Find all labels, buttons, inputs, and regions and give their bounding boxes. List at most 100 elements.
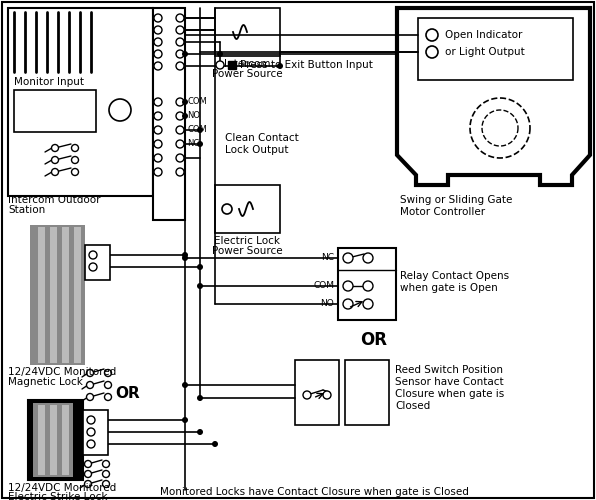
- Circle shape: [363, 299, 373, 309]
- Circle shape: [197, 264, 203, 270]
- Text: OR: OR: [115, 386, 139, 400]
- Circle shape: [72, 168, 79, 175]
- Text: Open Indicator: Open Indicator: [445, 30, 522, 40]
- Circle shape: [182, 99, 188, 105]
- Text: Electric Lock: Electric Lock: [214, 236, 280, 246]
- Circle shape: [154, 140, 162, 148]
- Text: Clean Contact: Clean Contact: [225, 133, 299, 143]
- Text: COM: COM: [187, 126, 207, 134]
- Circle shape: [363, 281, 373, 291]
- Text: 12/24VDC Monitored: 12/24VDC Monitored: [8, 367, 116, 377]
- Circle shape: [182, 382, 188, 388]
- Circle shape: [89, 251, 97, 259]
- Circle shape: [154, 14, 162, 22]
- Circle shape: [86, 394, 94, 400]
- Text: when gate is Open: when gate is Open: [400, 283, 498, 293]
- Circle shape: [154, 62, 162, 70]
- Circle shape: [51, 168, 58, 175]
- Circle shape: [85, 460, 92, 468]
- Text: OR: OR: [360, 331, 387, 349]
- Circle shape: [87, 428, 95, 436]
- Text: Press to Exit Button Input: Press to Exit Button Input: [240, 60, 373, 70]
- Bar: [228, 61, 236, 69]
- Text: 12/24VDC Monitored: 12/24VDC Monitored: [8, 483, 116, 493]
- Circle shape: [182, 417, 188, 423]
- Bar: [62, 227, 69, 363]
- Text: Closure when gate is: Closure when gate is: [395, 389, 504, 399]
- Circle shape: [154, 154, 162, 162]
- Circle shape: [197, 395, 203, 401]
- Bar: [338, 248, 396, 320]
- Circle shape: [217, 51, 223, 57]
- Text: Intercom Outdoor: Intercom Outdoor: [8, 195, 101, 205]
- Text: Lock Output: Lock Output: [225, 145, 288, 155]
- Circle shape: [176, 50, 184, 58]
- Circle shape: [154, 98, 162, 106]
- Circle shape: [182, 252, 188, 258]
- Bar: [295, 360, 339, 425]
- Bar: [30, 225, 85, 365]
- Bar: [14, 90, 96, 132]
- Text: Power Source: Power Source: [212, 69, 283, 79]
- Circle shape: [197, 141, 203, 147]
- Circle shape: [86, 370, 94, 376]
- Text: Power Source: Power Source: [212, 246, 283, 256]
- Text: Monitor Input: Monitor Input: [14, 77, 84, 87]
- Text: NO: NO: [187, 112, 200, 120]
- Text: Reed Switch Position: Reed Switch Position: [395, 365, 503, 375]
- Bar: [215, 185, 280, 233]
- Circle shape: [277, 63, 283, 69]
- Circle shape: [86, 382, 94, 388]
- Circle shape: [109, 99, 131, 121]
- Bar: [83, 410, 108, 455]
- Text: NC: NC: [187, 140, 199, 148]
- Text: NO: NO: [320, 300, 334, 308]
- Circle shape: [197, 283, 203, 289]
- Text: Sensor have Contact: Sensor have Contact: [395, 377, 504, 387]
- Circle shape: [182, 255, 188, 261]
- Circle shape: [87, 416, 95, 424]
- Circle shape: [85, 470, 92, 478]
- Circle shape: [176, 26, 184, 34]
- Circle shape: [363, 253, 373, 263]
- Circle shape: [176, 154, 184, 162]
- Circle shape: [154, 112, 162, 120]
- Circle shape: [176, 168, 184, 176]
- Bar: [74, 227, 81, 363]
- Text: or Light Output: or Light Output: [445, 47, 524, 57]
- Text: Station: Station: [8, 205, 45, 215]
- Circle shape: [104, 382, 111, 388]
- Circle shape: [343, 281, 353, 291]
- Bar: [33, 403, 73, 477]
- Circle shape: [182, 51, 188, 57]
- Bar: [28, 400, 83, 480]
- Circle shape: [85, 480, 92, 488]
- Bar: [418, 18, 573, 80]
- Circle shape: [212, 441, 218, 447]
- Text: Monitored Locks have Contact Closure when gate is Closed: Monitored Locks have Contact Closure whe…: [160, 487, 469, 497]
- Text: Relay Contact Opens: Relay Contact Opens: [400, 271, 509, 281]
- Circle shape: [72, 156, 79, 164]
- Circle shape: [154, 50, 162, 58]
- Bar: [62, 405, 69, 475]
- Circle shape: [343, 299, 353, 309]
- Text: Swing or Sliding Gate: Swing or Sliding Gate: [400, 195, 513, 205]
- Circle shape: [176, 62, 184, 70]
- Circle shape: [176, 126, 184, 134]
- Text: NC: NC: [321, 254, 334, 262]
- Circle shape: [103, 480, 110, 488]
- Bar: [8, 8, 153, 196]
- Circle shape: [154, 38, 162, 46]
- Circle shape: [426, 29, 438, 41]
- Circle shape: [216, 61, 224, 69]
- Circle shape: [72, 144, 79, 152]
- Circle shape: [197, 429, 203, 435]
- Text: Intercom: Intercom: [224, 59, 270, 69]
- Bar: [38, 405, 45, 475]
- Bar: [50, 405, 57, 475]
- Circle shape: [154, 168, 162, 176]
- Bar: [85, 245, 110, 280]
- Bar: [38, 227, 45, 363]
- Circle shape: [176, 140, 184, 148]
- Circle shape: [222, 204, 232, 214]
